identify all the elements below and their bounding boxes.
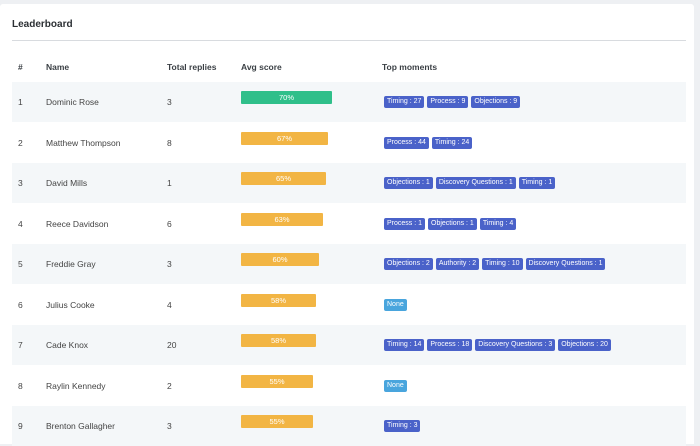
score-bar: 55% xyxy=(241,374,313,388)
top-moments-cell: Objections : 1 Discovery Questions : 1 Tim… xyxy=(384,163,556,203)
moment-badge: Timing : 24 xyxy=(431,136,473,149)
none-badge: None xyxy=(384,379,407,392)
rank-cell: 2 xyxy=(18,137,23,148)
rank-cell: 7 xyxy=(18,340,23,350)
total-replies-cell: 1 xyxy=(167,178,172,188)
moment-badge: Process : 9 xyxy=(427,96,469,108)
top-moments-cell: Objections : 2 Authority : 2 Timing : 10 Di… xyxy=(384,244,606,284)
top-moments-cell: Process : 1 Objections : 1 Timing : 4 xyxy=(384,204,517,244)
score-bar: 58% xyxy=(241,334,316,347)
top-moments-cell: None xyxy=(384,366,407,406)
name-cell: Brenton Gallagher xyxy=(46,421,115,431)
total-replies-cell: 8 xyxy=(167,137,172,148)
score-bar: 67% xyxy=(241,131,328,145)
top-moments-cell: None xyxy=(384,285,407,325)
moment-badge: Timing : 14 xyxy=(384,339,425,351)
moment-badge: Discovery Questions : 1 xyxy=(525,258,606,270)
name-cell: Julius Cooke xyxy=(46,299,95,310)
header-name: Name xyxy=(46,62,70,72)
moment-badge: Timing : 1 xyxy=(518,177,556,189)
page-title: Leaderboard xyxy=(12,19,73,30)
rank-cell: 6 xyxy=(18,299,23,310)
moment-badge: Timing : 4 xyxy=(479,217,517,230)
table-row: 6 Julius Cooke 4 58% None xyxy=(12,285,686,325)
moment-badge: Objections : 2 xyxy=(384,258,433,270)
rank-cell: 8 xyxy=(18,380,23,391)
name-cell: Freddie Gray xyxy=(46,259,96,269)
name-cell: Cade Knox xyxy=(46,340,89,350)
rank-cell: 5 xyxy=(18,259,23,269)
total-replies-cell: 4 xyxy=(167,299,172,310)
name-cell: David Mills xyxy=(46,178,88,188)
rank-cell: 9 xyxy=(18,421,23,431)
header-total-replies: Total replies xyxy=(167,62,217,72)
name-cell: Matthew Thompson xyxy=(46,137,121,148)
moment-badge: Process : 1 xyxy=(384,217,426,230)
header-rank: # xyxy=(18,62,23,72)
total-replies-cell: 3 xyxy=(167,97,172,107)
rank-cell: 1 xyxy=(18,97,23,107)
total-replies-cell: 2 xyxy=(167,380,172,391)
table-row: 8 Raylin Kennedy 2 55% None xyxy=(12,366,686,406)
moment-badge: Process : 44 xyxy=(384,136,429,149)
header-top-moments: Top moments xyxy=(382,62,438,72)
moment-badge: Objections : 1 xyxy=(428,217,477,230)
title-divider xyxy=(12,40,686,41)
score-bar: 58% xyxy=(241,293,316,307)
moment-badge: Objections : 20 xyxy=(558,339,611,351)
moment-badge: Objections : 1 xyxy=(384,177,433,189)
score-bar: 60% xyxy=(241,253,319,266)
moment-badge: Objections : 9 xyxy=(471,96,521,108)
table-row: 5 Freddie Gray 3 60% Objections : 2 Authority… xyxy=(12,244,686,284)
none-badge: None xyxy=(384,298,407,311)
total-replies-cell: 6 xyxy=(167,218,172,229)
score-bar: 63% xyxy=(241,212,323,226)
moment-badge: Process : 18 xyxy=(427,339,473,351)
moment-badge: Authority : 2 xyxy=(435,258,480,270)
table-row: 9 Brenton Gallagher 3 55% Timing : 3 xyxy=(12,406,686,446)
top-moments-cell: Process : 44 Timing : 24 xyxy=(384,123,473,163)
table-row: 3 David Mills 1 65% Objections : 1 Discovery … xyxy=(12,163,686,203)
total-replies-cell: 3 xyxy=(167,421,172,431)
rank-cell: 4 xyxy=(18,218,23,229)
moment-badge: Discovery Questions : 1 xyxy=(435,177,516,189)
leaderboard-card: Leaderboard # Name Total replies Avg sco… xyxy=(0,4,694,446)
score-bar: 55% xyxy=(241,415,313,428)
top-moments-cell: Timing : 3 xyxy=(384,406,421,446)
top-moments-cell: Timing : 14 Process : 18 Discovery Questio… xyxy=(384,325,611,365)
name-cell: Dominic Rose xyxy=(46,97,99,107)
score-bar: 65% xyxy=(241,172,326,185)
rank-cell: 3 xyxy=(18,178,23,188)
table-header: # Name Total replies Avg score Top momen… xyxy=(12,62,686,78)
top-moments-cell: Timing : 27 Process : 9 Objections : 9 xyxy=(384,82,521,122)
moment-badge: Discovery Questions : 3 xyxy=(475,339,556,351)
name-cell: Reece Davidson xyxy=(46,218,109,229)
total-replies-cell: 3 xyxy=(167,259,172,269)
header-avg-score: Avg score xyxy=(241,62,282,72)
table-row: 7 Cade Knox 20 58% Timing : 14 Process : 18 Di… xyxy=(12,325,686,365)
score-bar: 70% xyxy=(241,91,332,104)
name-cell: Raylin Kennedy xyxy=(46,380,106,391)
moment-badge: Timing : 3 xyxy=(384,420,421,432)
table-row: 4 Reece Davidson 6 63% Process : 1 Objections… xyxy=(12,204,686,244)
moment-badge: Timing : 27 xyxy=(384,96,425,108)
table-row: 2 Matthew Thompson 8 67% Process : 44 Timing … xyxy=(12,123,686,163)
total-replies-cell: 20 xyxy=(167,340,177,350)
moment-badge: Timing : 10 xyxy=(482,258,523,270)
